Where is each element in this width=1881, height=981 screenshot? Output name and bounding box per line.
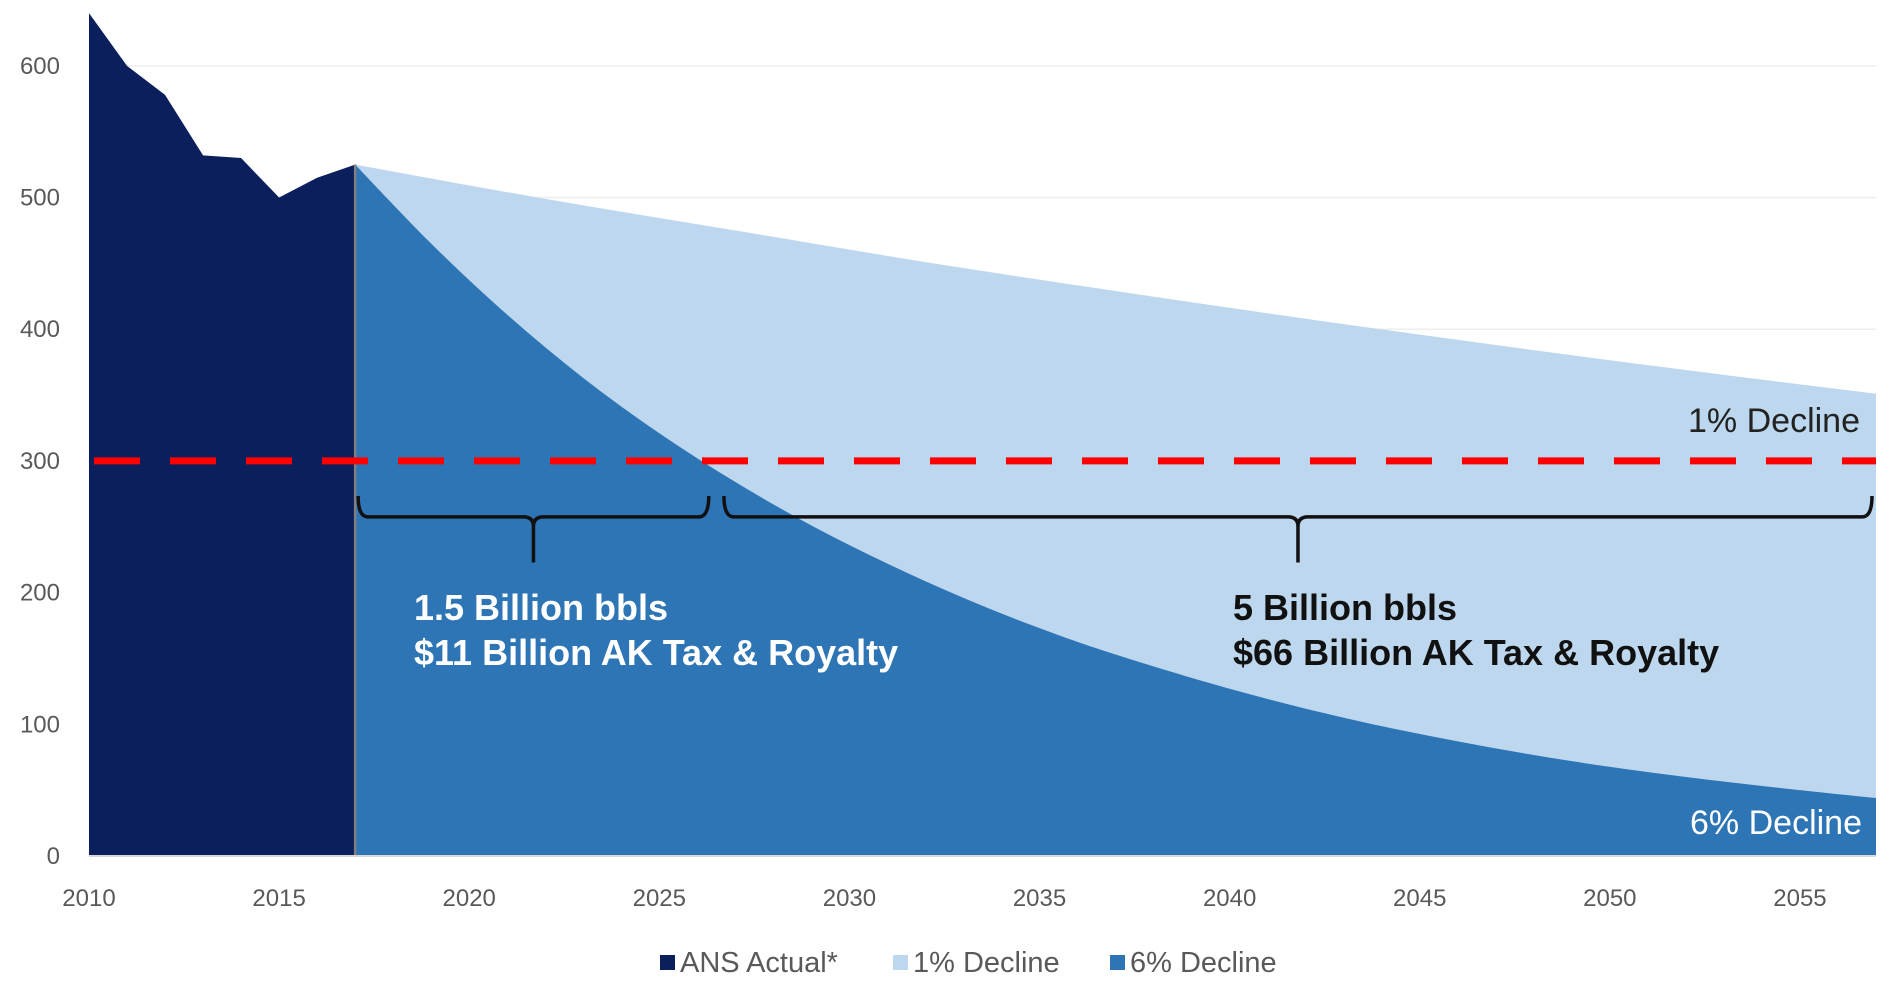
y-tick-200: 200 — [20, 580, 60, 607]
x-tick-2040: 2040 — [1203, 885, 1256, 912]
x-tick-2045: 2045 — [1393, 885, 1446, 912]
annotation-long-line2: $66 Billion AK Tax & Royalty — [1233, 632, 1719, 673]
y-tick-300: 300 — [20, 448, 60, 475]
area-ans-actual — [89, 13, 356, 856]
x-tick-2010: 2010 — [62, 885, 115, 912]
x-tick-2055: 2055 — [1773, 885, 1826, 912]
axes: 0 100 200 300 400 500 600 2010 2015 2020 2025 2030 2… — [20, 53, 1876, 912]
x-tick-2020: 2020 — [443, 885, 496, 912]
y-tick-100: 100 — [20, 711, 60, 738]
legend-label-0: ANS Actual* — [680, 947, 838, 979]
y-tick-400: 400 — [20, 316, 60, 343]
area-6pct-decline — [355, 164, 1876, 857]
legend-swatch-2 — [1110, 955, 1125, 970]
y-tick-0: 0 — [47, 843, 60, 870]
x-tick-2050: 2050 — [1583, 885, 1636, 912]
legend: ANS Actual* 1% Decline 6% Decline — [660, 947, 1277, 979]
legend-swatch-1 — [893, 955, 908, 970]
brackets — [356, 495, 1874, 563]
annotation-short-line1: 1.5 Billion bbls — [414, 587, 668, 628]
legend-label-1: 1% Decline — [913, 947, 1060, 979]
x-tick-2030: 2030 — [823, 885, 876, 912]
x-tick-2015: 2015 — [252, 885, 305, 912]
annotation-long-line1: 5 Billion bbls — [1233, 587, 1457, 628]
y-tick-500: 500 — [20, 185, 60, 212]
bracket-short — [356, 495, 711, 563]
x-tick-2025: 2025 — [633, 885, 686, 912]
x-tick-2035: 2035 — [1013, 885, 1066, 912]
annotations: 1.5 Billion bbls $11 Billion AK Tax & Ro… — [414, 402, 1862, 842]
legend-swatch-0 — [660, 955, 675, 970]
legend-label-2: 6% Decline — [1130, 947, 1277, 979]
y-tick-600: 600 — [20, 53, 60, 80]
label-6pct-decline: 6% Decline — [1690, 804, 1862, 842]
annotation-short-line2: $11 Billion AK Tax & Royalty — [414, 632, 898, 673]
bracket-long — [722, 495, 1874, 563]
chart-areas — [89, 13, 1876, 857]
label-1pct-decline: 1% Decline — [1688, 402, 1860, 440]
